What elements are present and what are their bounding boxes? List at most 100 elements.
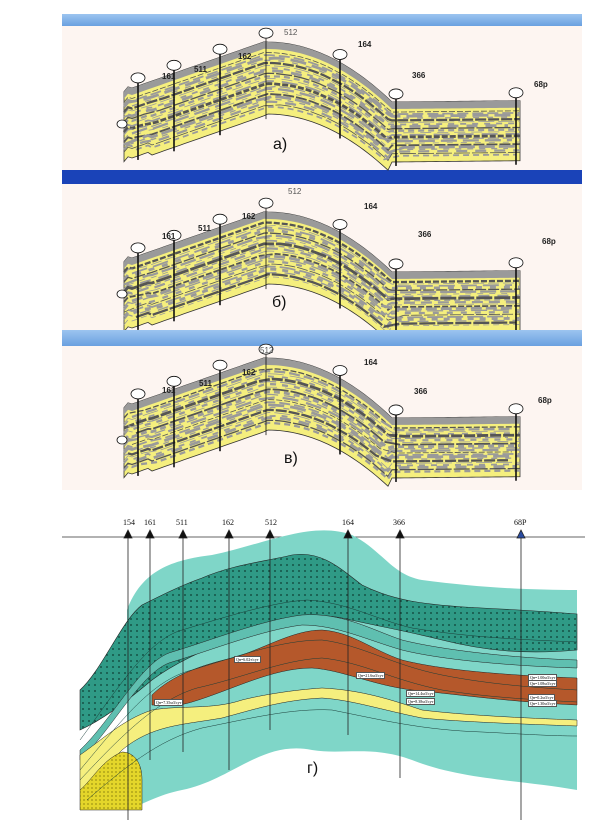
flow-rate-tag: Qн=6.02т/сут (234, 656, 261, 663)
well-label-162: 162 (238, 52, 252, 61)
shale-layer (123, 90, 521, 149)
panel-header-bar (62, 330, 582, 346)
shale-layer (123, 276, 521, 334)
well-head-marker (258, 27, 274, 39)
shale-layer (127, 380, 509, 440)
well-label-162: 162 (242, 368, 256, 377)
shale-layer (131, 87, 513, 143)
well-head-marker (166, 229, 182, 241)
well-head-marker (332, 365, 348, 376)
shale-layer (123, 258, 521, 316)
well-head-marker (508, 87, 524, 99)
section-panel-a: 161 511 162 512 164 366 68p а) (62, 14, 582, 184)
well-label-154: 154 (123, 518, 135, 527)
well-head-marker (116, 435, 128, 445)
shale-layer (123, 225, 521, 285)
well-label-68P: 68P (514, 518, 527, 527)
section-panel-b: 161 511 162 512 164 366 68p б) (62, 184, 582, 344)
shale-layer (123, 414, 521, 473)
well-label-366: 366 (393, 518, 405, 527)
shale-layer (127, 237, 509, 295)
shale-layer (135, 388, 517, 446)
shale-layer (123, 221, 521, 284)
cross-section-a (116, 27, 524, 171)
shale-layer (123, 419, 521, 478)
shale-layer (123, 247, 521, 306)
shale-layer (123, 260, 521, 320)
cross-section-b (116, 197, 524, 341)
well-label-512: 512 (265, 518, 277, 527)
shale-layer (135, 273, 517, 329)
well-triangle-marker (343, 529, 353, 539)
well-head-marker (388, 88, 404, 100)
shale-layer (123, 412, 521, 470)
well-triangle-marker (178, 529, 188, 539)
well-head-marker (508, 257, 524, 269)
well-triangle-marker (224, 529, 234, 539)
shale-layer (123, 382, 521, 442)
well-head-marker (116, 119, 128, 129)
shale-layer (123, 104, 521, 162)
well-head-marker (508, 403, 524, 415)
well-label-511: 511 (199, 379, 212, 388)
shale-cap (124, 211, 520, 279)
well-head-marker (130, 72, 146, 84)
shale-layer (123, 401, 521, 460)
well-label-162: 162 (222, 518, 234, 527)
flow-rate-tag: Qн=1.30м3/сут (528, 700, 558, 707)
well-label-366: 366 (414, 387, 428, 396)
well-head-marker (212, 359, 228, 371)
shale-layer (131, 369, 513, 432)
well-label-512: 512 (288, 187, 302, 196)
section-panel-g: 154 161 511 162 512 164 366 68P Qн=6.02т… (62, 490, 585, 820)
shale-cap (124, 357, 520, 425)
shale-layer (123, 252, 521, 311)
panel-letter-c: в) (284, 450, 298, 467)
well-head-marker (166, 375, 182, 387)
shale-layer (123, 421, 521, 481)
shale-layer (123, 263, 521, 321)
well-label-164: 164 (364, 358, 378, 367)
shale-layer (135, 245, 517, 302)
shale-layer (123, 396, 521, 455)
well-triangle-marker (516, 529, 526, 539)
well-label-366: 366 (418, 230, 432, 239)
well-label-161: 161 (162, 232, 176, 241)
shale-layer (123, 65, 521, 123)
well-head-marker (332, 219, 348, 230)
shale-layer (127, 408, 509, 463)
shale-layer (131, 399, 513, 454)
flow-rate-tag: Qн=14.4м3/сут (406, 690, 436, 697)
shale-layer (123, 67, 521, 126)
flow-rate-tag: Qн=21.6м3/сут (356, 672, 386, 679)
shale-layer (123, 250, 521, 308)
shale-layer (131, 59, 513, 119)
shale-layer (123, 377, 521, 438)
shale-layer (123, 80, 521, 139)
shale-layer (135, 78, 517, 134)
shale-layer (122, 242, 521, 301)
shale-layer (135, 105, 517, 161)
shale-layer (123, 61, 521, 122)
well-head-marker (116, 289, 128, 299)
shale-layer (123, 406, 521, 465)
shale-layer (122, 56, 521, 118)
well-triangle-marker (123, 529, 133, 539)
shale-layer (123, 368, 521, 429)
panel-footer-bar (62, 170, 582, 184)
cross-section-c (116, 343, 524, 487)
well-head-marker (130, 388, 146, 400)
shale-layer (123, 234, 521, 294)
well-label-164: 164 (358, 40, 372, 49)
shale-layer (123, 100, 521, 160)
well-head-marker (258, 343, 274, 355)
well-label-161: 161 (162, 72, 176, 81)
shale-layer (127, 265, 509, 319)
well-label-162: 162 (242, 212, 256, 221)
well-head-marker (166, 59, 182, 71)
well-label-366: 366 (412, 71, 426, 80)
shale-layer (123, 232, 521, 292)
well-head-marker (212, 213, 228, 225)
section-panel-c: 161 511 162 512 164 366 68p в) (62, 330, 582, 490)
shale-layer (123, 75, 521, 134)
